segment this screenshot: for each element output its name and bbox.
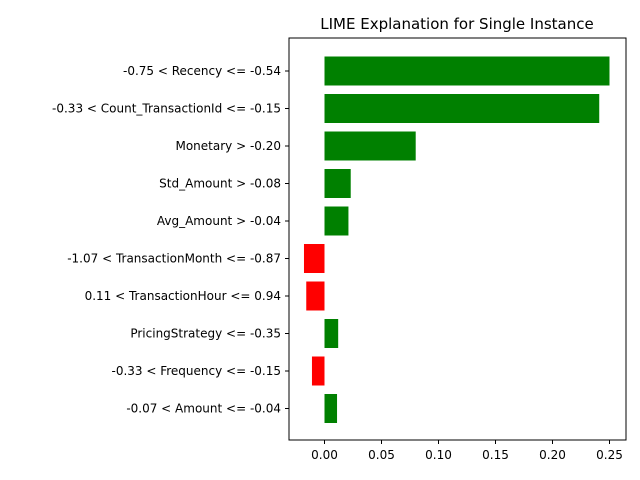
y-tick-label-4: Avg_Amount > -0.04 (157, 214, 281, 228)
y-tick-label-2: Monetary > -0.20 (175, 139, 281, 153)
x-tick-label-0: 0.00 (311, 448, 338, 462)
plot-frame (288, 37, 627, 441)
bar-0 (324, 56, 610, 86)
bar-6 (306, 281, 325, 311)
x-tick-label-3: 0.15 (482, 448, 509, 462)
bar-1 (324, 94, 600, 123)
x-tick-label-4: 0.20 (539, 448, 566, 462)
y-tick-label-9: -0.07 < Amount <= -0.04 (126, 402, 281, 416)
bar-3 (324, 169, 351, 198)
x-tick-label-5: 0.25 (596, 448, 623, 462)
y-tick-label-1: -0.33 < Count_TransactionId <= -0.15 (52, 102, 281, 116)
bar-5 (303, 244, 325, 273)
y-tick-label-3: Std_Amount > -0.08 (159, 177, 281, 191)
y-tick-label-5: -1.07 < TransactionMonth <= -0.87 (67, 252, 281, 266)
bar-9 (324, 394, 338, 423)
y-tick-label-7: PricingStrategy <= -0.35 (130, 327, 281, 341)
x-tick-label-1: 0.05 (368, 448, 395, 462)
y-tick-label-0: -0.75 < Recency <= -0.54 (123, 64, 281, 78)
bar-4 (324, 206, 349, 236)
y-tick-label-8: -0.33 < Frequency <= -0.15 (111, 364, 281, 378)
x-ticks-group: 0.00 0.05 0.10 0.15 0.20 0.25 (311, 440, 623, 462)
y-tick-label-6: 0.11 < TransactionHour <= 0.94 (85, 289, 281, 303)
bar-2 (324, 131, 416, 161)
chart-title: LIME Explanation for Single Instance (320, 15, 593, 33)
bar-7 (324, 319, 339, 348)
y-labels-group: -0.75 < Recency <= -0.54 -0.33 < Count_Tr… (52, 64, 289, 416)
x-tick-label-2: 0.10 (425, 448, 452, 462)
bar-8 (311, 356, 325, 386)
bars-group (303, 56, 610, 423)
